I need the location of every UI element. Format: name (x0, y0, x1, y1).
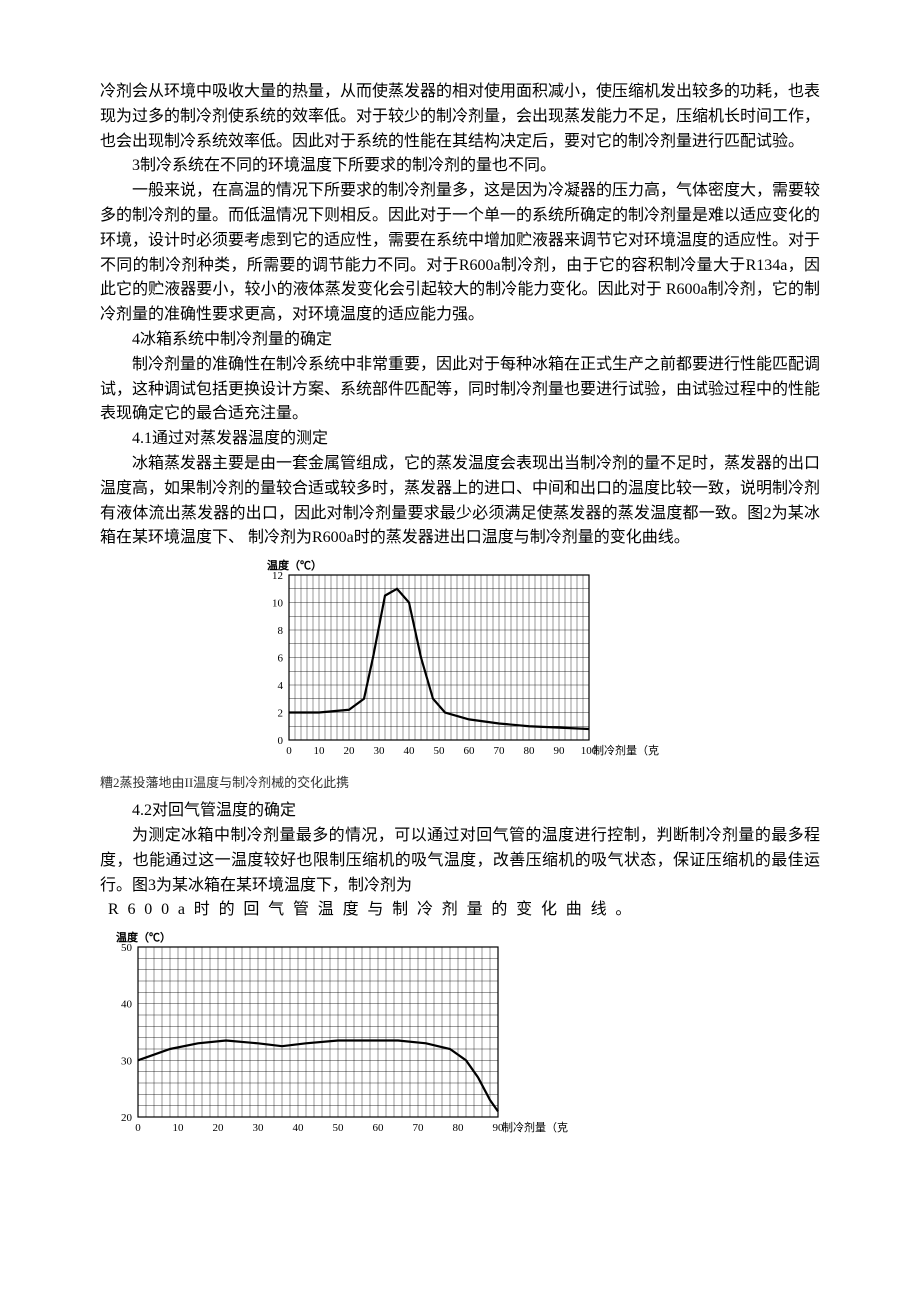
svg-text:40: 40 (404, 745, 416, 757)
paragraph-3: 一般来说，在高温的情况下所要求的制冷剂量多，这是因为冷凝器的压力高，气体密度大，… (100, 179, 820, 328)
svg-text:4: 4 (278, 680, 284, 692)
svg-text:制冷剂量（克）: 制冷剂量（克） (502, 1120, 568, 1134)
svg-text:2: 2 (278, 708, 284, 720)
paragraph-9: 为测定冰箱中制冷剂量最多的情况，可以通过对回气管的温度进行控制，判断制冷剂量的最… (100, 824, 820, 898)
svg-text:70: 70 (494, 745, 506, 757)
svg-text:80: 80 (524, 745, 536, 757)
svg-text:20: 20 (344, 745, 356, 757)
svg-text:30: 30 (374, 745, 386, 757)
svg-text:50: 50 (434, 745, 446, 757)
svg-text:20: 20 (121, 1112, 133, 1124)
svg-text:30: 30 (121, 1055, 133, 1067)
paragraph-8: 4.2对回气管温度的确定 (100, 799, 820, 824)
svg-text:80: 80 (453, 1122, 465, 1134)
svg-text:70: 70 (413, 1122, 425, 1134)
svg-text:50: 50 (121, 942, 133, 954)
svg-text:制冷剂量（克）: 制冷剂量（克） (593, 743, 659, 757)
svg-text:10: 10 (314, 745, 326, 757)
figure-3: 温度（℃）010203040506070809020304050制冷剂量（克） (100, 929, 820, 1145)
svg-text:90: 90 (554, 745, 566, 757)
paragraph-6: 4.1通过对蒸发器温度的测定 (100, 427, 820, 452)
svg-text:40: 40 (121, 999, 133, 1011)
svg-text:40: 40 (293, 1122, 305, 1134)
figure-2-caption: 糟2蒸投藩地由II温度与制冷剂械的交化此携 (100, 772, 820, 791)
svg-text:0: 0 (135, 1122, 141, 1134)
chart-3: 温度（℃）010203040506070809020304050制冷剂量（克） (110, 929, 568, 1145)
paragraph-5: 制冷剂量的准确性在制冷系统中非常重要，因此对于每种冰箱在正式生产之前都要进行性能… (100, 353, 820, 427)
svg-text:12: 12 (272, 570, 283, 582)
svg-text:20: 20 (213, 1122, 225, 1134)
svg-text:30: 30 (253, 1122, 265, 1134)
svg-text:0: 0 (286, 745, 292, 757)
paragraph-1: 冷剂会从环境中吸收大量的热量，从而使蒸发器的相对使用面积减小，使压缩机发出较多的… (100, 80, 820, 154)
svg-text:8: 8 (278, 625, 284, 637)
svg-text:6: 6 (278, 653, 284, 665)
svg-text:60: 60 (373, 1122, 385, 1134)
svg-text:10: 10 (173, 1122, 185, 1134)
figure-2: 温度（℃）0102030405060708090100024681012制冷剂量… (100, 557, 820, 768)
paragraph-7: 冰箱蒸发器主要是由一套金属管组成，它的蒸发温度会表现出当制冷剂的量不足时，蒸发器… (100, 452, 820, 551)
svg-text:50: 50 (333, 1122, 345, 1134)
svg-text:60: 60 (464, 745, 476, 757)
paragraph-10: R600a时的回气管温度与制冷剂量的变化曲线。 (100, 898, 820, 923)
paragraph-4: 4冰箱系统中制冷剂量的确定 (100, 328, 820, 353)
svg-text:0: 0 (278, 735, 284, 747)
document-page: 冷剂会从环境中吸收大量的热量，从而使蒸发器的相对使用面积减小，使压缩机发出较多的… (0, 0, 920, 1207)
paragraph-2: 3制冷系统在不同的环境温度下所要求的制冷剂的量也不同。 (100, 154, 820, 179)
chart-2: 温度（℃）0102030405060708090100024681012制冷剂量… (261, 557, 659, 768)
svg-text:10: 10 (272, 598, 284, 610)
